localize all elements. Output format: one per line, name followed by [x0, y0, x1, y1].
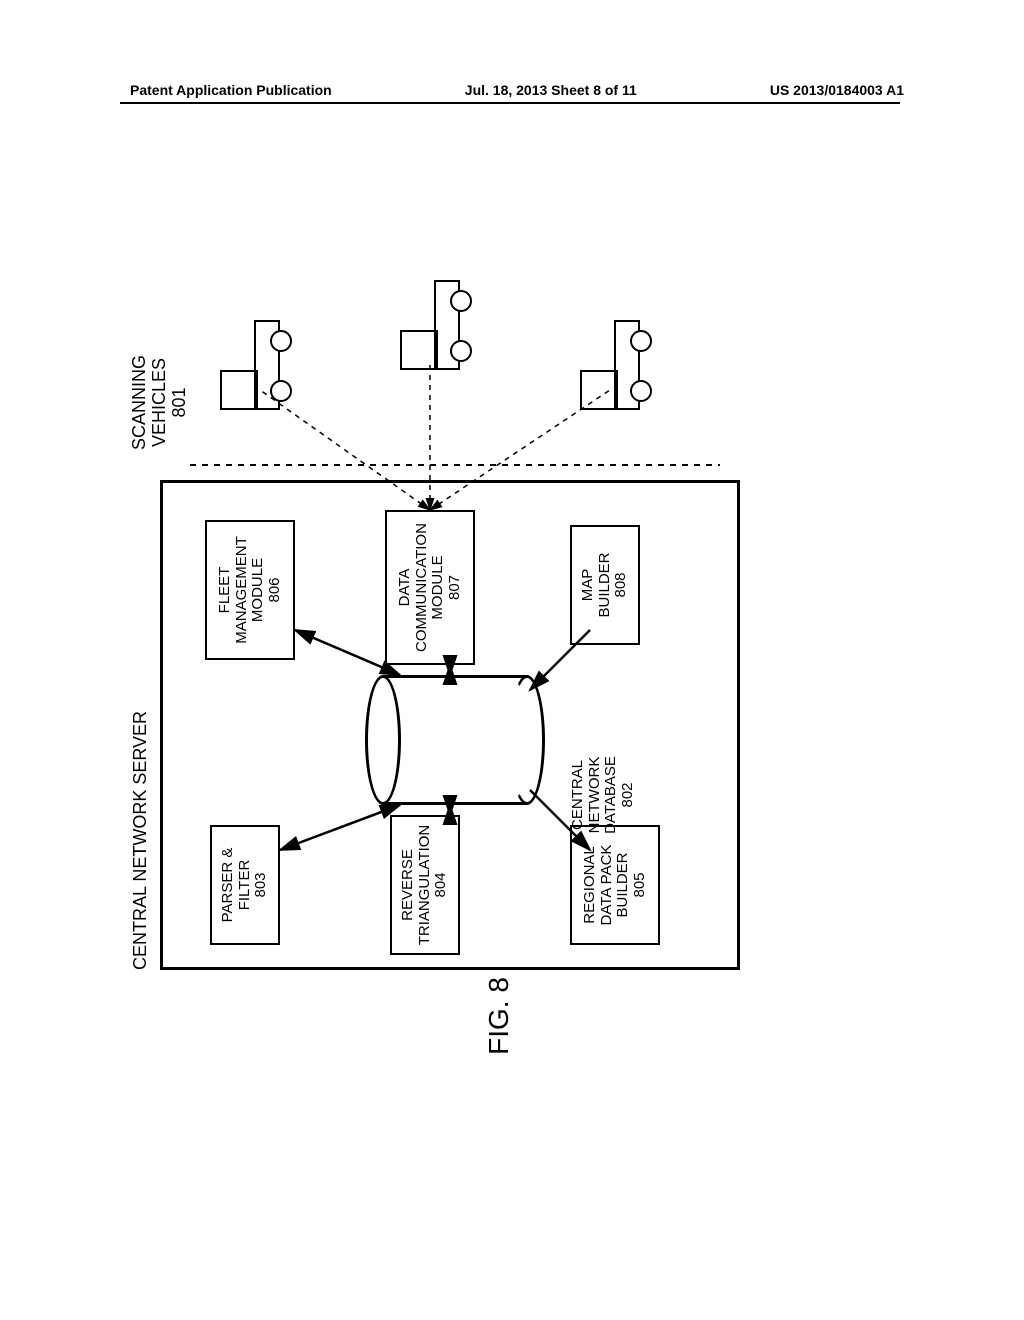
- connector-layer: [130, 270, 890, 1030]
- header-right: US 2013/0184003 A1: [770, 82, 904, 98]
- header-rule: [120, 102, 900, 104]
- page-header: Patent Application Publication Jul. 18, …: [0, 82, 1024, 98]
- header-center: Jul. 18, 2013 Sheet 8 of 11: [465, 82, 637, 98]
- diagram: CENTRAL NETWORK SERVER SCANNINGVEHICLES8…: [130, 270, 890, 1030]
- figure-label: FIG. 8: [483, 977, 515, 1055]
- header-left: Patent Application Publication: [130, 82, 332, 98]
